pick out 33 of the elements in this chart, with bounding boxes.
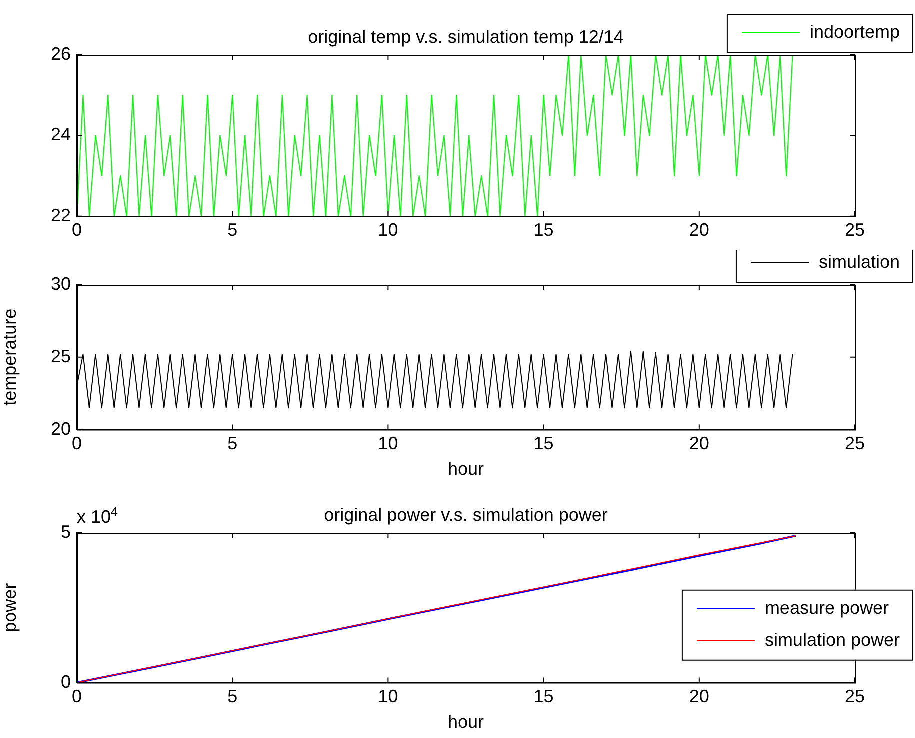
x-tick-label: 25 [844,434,866,454]
chart-title: original temp v.s. simulation temp 12/14 [308,26,624,47]
x-tick-label: 15 [534,434,554,454]
legend-label: simulation [818,252,900,272]
y-tick-label: 0 [60,672,71,692]
y-axis-title: temperature [0,308,20,406]
x-tick-label: 20 [689,434,710,454]
y-tick-label: 22 [50,205,71,226]
chart-title: original power v.s. simulation power [324,504,608,525]
x-tick-label: 5 [228,220,238,240]
x-axis-title: hour [448,459,484,480]
x-tick-label: 10 [378,686,398,707]
x-tick-label: 20 [689,686,710,707]
y-axis-title: power [0,583,20,632]
y-tick-label: 26 [50,44,71,64]
x-tick-label: 25 [844,686,866,707]
y-tick-label: 25 [50,346,71,366]
y-tick-label: 24 [50,124,71,145]
y-tick-label: 20 [50,418,71,439]
legend-label: simulation power [764,630,900,650]
x-tick-label: 5 [228,686,238,707]
x-tick-label: 20 [689,220,710,240]
y-tick-label: 30 [50,274,71,294]
x-tick-label: 10 [378,220,398,240]
x-tick-label: 15 [534,686,554,707]
x-tick-label: 5 [228,434,238,454]
x-tick-label: 25 [844,220,866,240]
y-tick-label: 5 [60,522,71,542]
x-tick-label: 10 [378,434,398,454]
legend-label: measure power [764,598,889,618]
legend-label: indoortemp [810,22,900,42]
x-axis-title: hour [448,712,484,732]
x-tick-label: 15 [534,220,554,240]
